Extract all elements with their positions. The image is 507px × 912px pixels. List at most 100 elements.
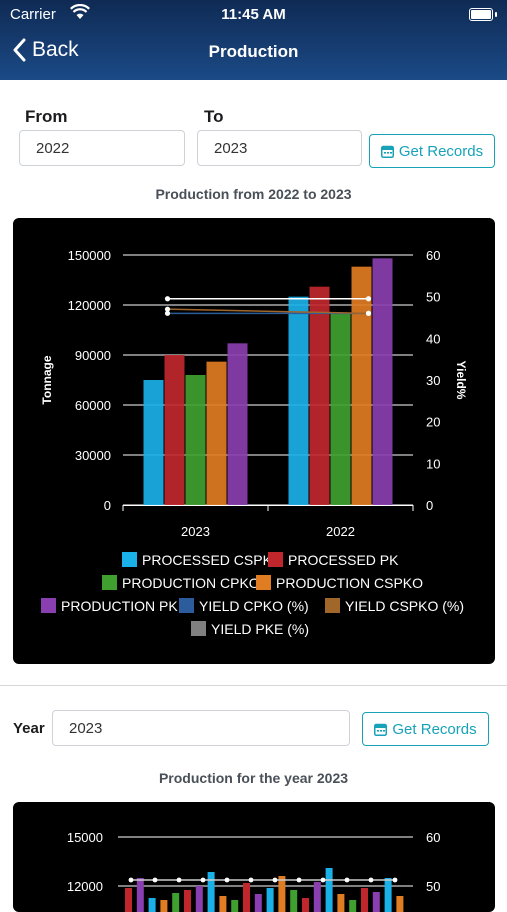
calendar-icon [380, 145, 394, 158]
from-label: From [25, 107, 68, 126]
chart1-title: Production from 2022 to 2023 [155, 186, 352, 202]
bar [266, 888, 274, 912]
y-tick-label: 0 [104, 498, 111, 513]
legend-swatch-yield_cspko [325, 598, 340, 613]
bar [337, 894, 345, 912]
to-year-field[interactable]: 2023 [197, 130, 362, 166]
y-tick-label: 60000 [75, 398, 111, 413]
y2-tick-label: 60 [426, 830, 440, 845]
section-divider [0, 685, 507, 686]
bar [372, 892, 380, 912]
legend-swatch-processed_pk [268, 552, 283, 567]
bar-processed_cspk [143, 380, 164, 505]
to-label: To [204, 107, 224, 126]
get-records-range-button[interactable]: Get Records [369, 134, 495, 168]
bar [396, 896, 404, 912]
point-yield-pke [176, 877, 182, 883]
bar [195, 886, 203, 912]
x-tick-label: 2023 [181, 524, 210, 539]
point-yield-pke [152, 877, 158, 883]
legend-swatch-yield_cpko [179, 598, 194, 613]
bar [254, 894, 262, 912]
bar [325, 868, 333, 912]
point-yield_cspko [365, 310, 372, 316]
point-yield-pke [200, 877, 206, 883]
legend-label-production_pk: PRODUCTION PK [61, 598, 178, 614]
year-label: Year [13, 720, 45, 737]
chart2-title: Production for the year 2023 [158, 770, 349, 786]
bar [136, 878, 144, 912]
legend-swatch-production_pk [41, 598, 56, 613]
bar [349, 900, 357, 912]
bar [278, 876, 286, 912]
battery-tip-icon [495, 12, 497, 17]
bar [219, 896, 227, 912]
bar [384, 878, 392, 912]
point-yield-pke [128, 877, 134, 883]
get-records-year-label: Get Records [392, 720, 477, 738]
chart1-svg: 150000 120000 90000 60000 30000 0 60 50 40 30 20 10… [40, 248, 468, 637]
bar [290, 890, 298, 912]
chevron-left-icon [13, 38, 26, 62]
bar-processed_cspk [288, 296, 309, 505]
page-title: Production [208, 42, 299, 61]
bar [231, 900, 239, 912]
status-bar: Carrier 11:45 AM [10, 3, 497, 24]
point-yield_pke [164, 296, 171, 302]
point-yield_cspko [164, 306, 171, 312]
legend-label-yield_cpko: YIELD CPKO (%) [199, 598, 309, 614]
bar [184, 890, 191, 912]
bar-processed_pk [164, 355, 185, 505]
legend-swatch-processed_cspk [122, 552, 137, 567]
year-field[interactable]: 2023 [52, 710, 350, 746]
carrier-label: Carrier [10, 6, 56, 23]
point-yield-pke [248, 877, 254, 883]
point-yield-pke [392, 877, 398, 883]
y2-tick-label: 30 [426, 373, 440, 388]
bar [313, 882, 321, 912]
y-tick-label: 12000 [67, 879, 103, 894]
line-yield_cspko [167, 308, 369, 315]
bar [361, 888, 368, 912]
get-records-range-label: Get Records [398, 142, 484, 160]
point-yield_pke [365, 296, 372, 302]
point-yield-pke [344, 877, 350, 883]
get-records-year-button[interactable]: Get Records [362, 712, 489, 746]
bar [302, 898, 309, 912]
point-yield-pke [296, 877, 302, 883]
legend-label-production_cspko: PRODUCTION CSPKO [276, 575, 423, 591]
bar-processed_pk [309, 286, 330, 505]
y2-tick-label: 60 [426, 248, 440, 263]
bar [243, 883, 250, 912]
production-range-chart: 150000 120000 90000 60000 30000 0 60 50 40 30 20 10… [13, 218, 495, 664]
wifi-icon [70, 3, 90, 24]
y-axis-title: Tonnage [40, 355, 54, 404]
production-year-chart: 15000 12000 60 50 [13, 802, 495, 912]
bar [125, 888, 132, 912]
bar-production_cspko [206, 361, 227, 505]
legend-swatch-yield_pke [191, 621, 206, 636]
from-year-field[interactable]: 2022 [19, 130, 185, 166]
x-tick-label: 2022 [326, 524, 355, 539]
y2-axis-title: Yield% [454, 361, 468, 400]
legend-label-production_cpko: PRODUCTION CPKO [122, 575, 260, 591]
bar [148, 898, 156, 912]
point-yield-pke [368, 877, 374, 883]
navigation-bar: Carrier 11:45 AM Back Production [0, 0, 507, 80]
point-yield-pke [224, 877, 230, 883]
status-time: 11:45 AM [221, 6, 286, 23]
point-yield_cpko [164, 310, 171, 316]
legend-swatch-production_cpko [102, 575, 117, 590]
y2-tick-label: 20 [426, 415, 440, 430]
bar [172, 893, 180, 912]
y2-tick-label: 10 [426, 456, 440, 471]
bar [160, 900, 168, 912]
legend-label-yield_pke: YIELD PKE (%) [211, 621, 309, 637]
y2-tick-label: 50 [426, 879, 440, 894]
back-button[interactable]: Back [12, 38, 79, 62]
y-tick-label: 120000 [68, 298, 111, 313]
y2-tick-label: 0 [426, 498, 433, 513]
y-tick-label: 150000 [68, 248, 111, 263]
bar-production_cspko [351, 266, 372, 505]
y-tick-label: 15000 [67, 830, 103, 845]
